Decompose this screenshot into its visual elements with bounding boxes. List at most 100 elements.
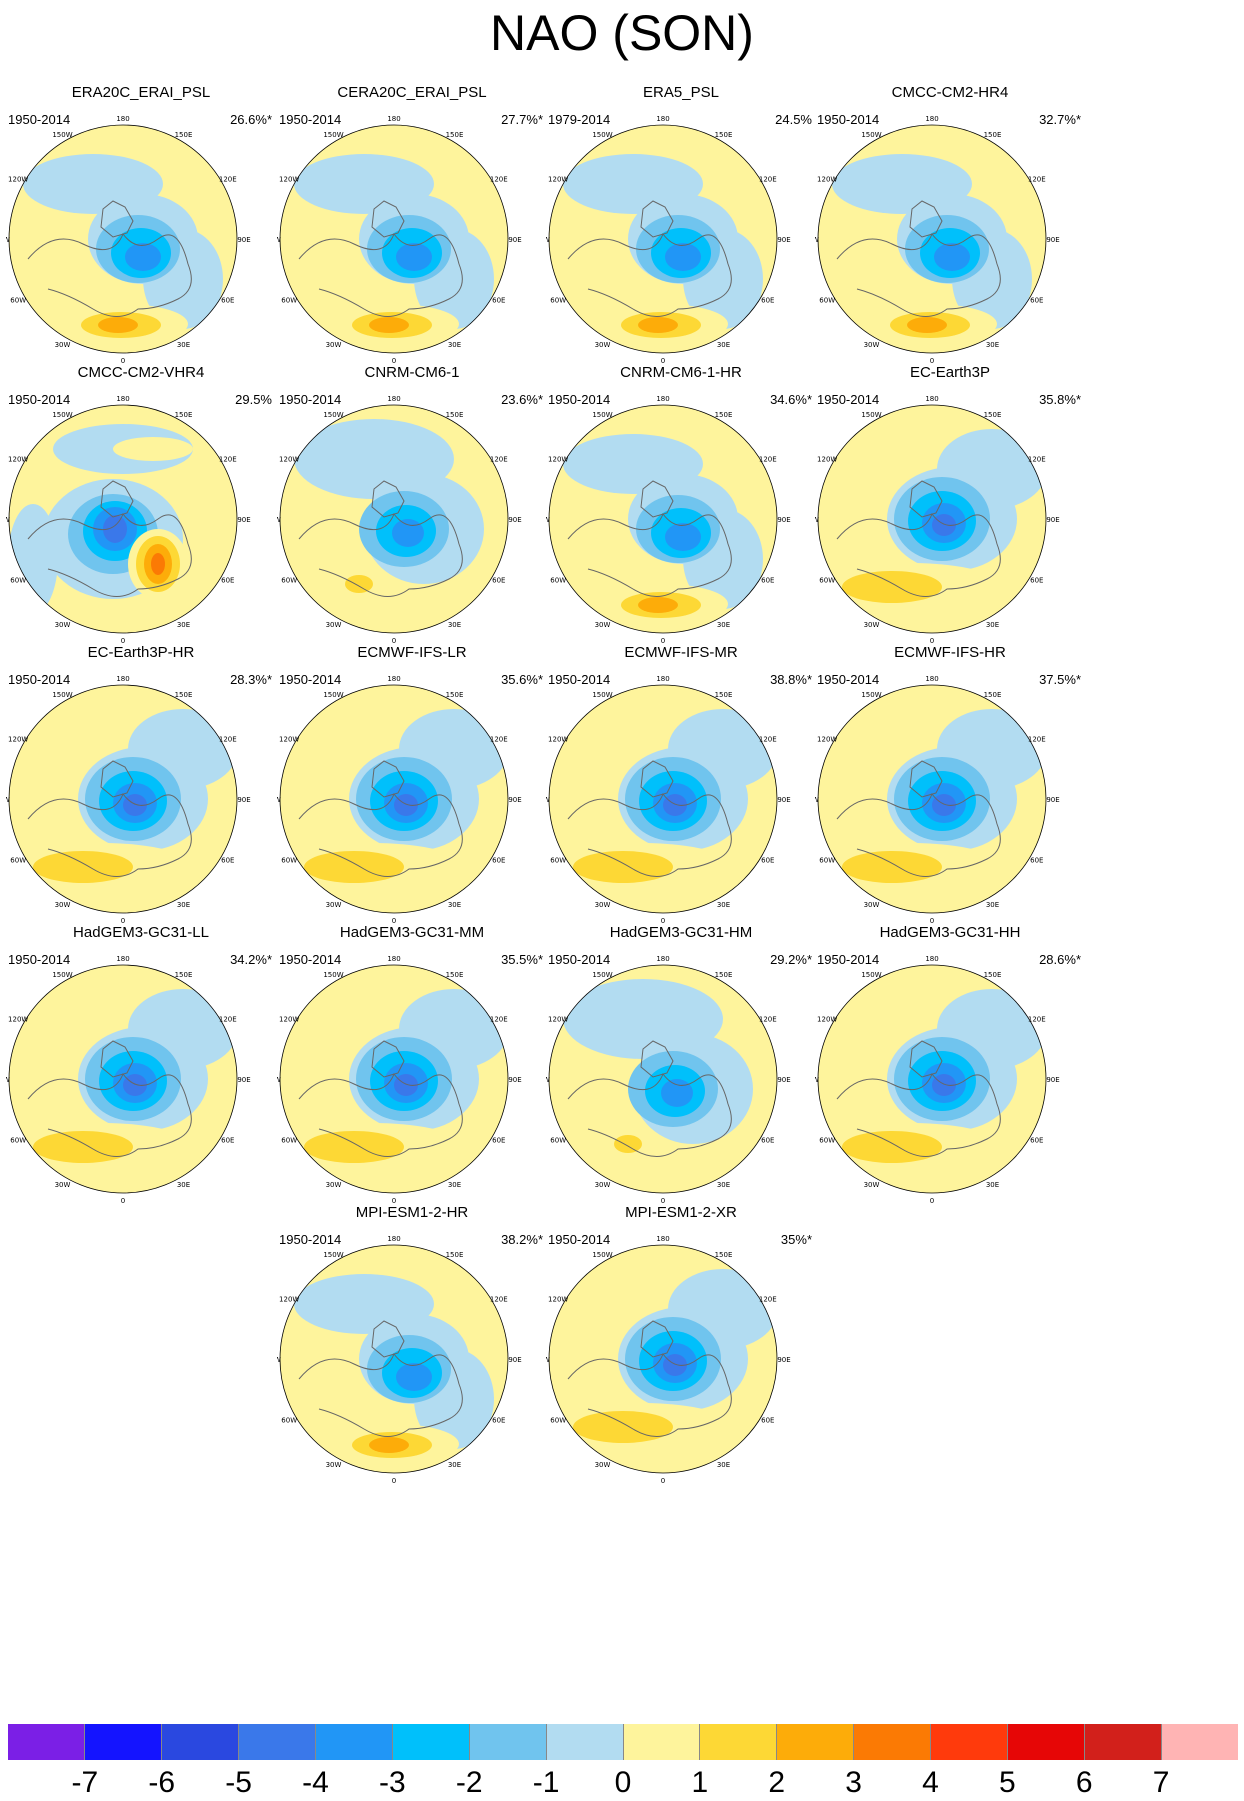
longitude-label: 90E bbox=[508, 796, 521, 804]
longitude-label: 150E bbox=[715, 411, 733, 419]
colorbar-labels: -7 -6 -5 -4 -3 -2 -1 0 1 2 3 4 5 6 7 bbox=[8, 1766, 1238, 1800]
greenland-outline bbox=[100, 480, 134, 518]
map-border bbox=[548, 964, 778, 1194]
longitude-label: 120E bbox=[219, 736, 237, 744]
longitude-label: 60W bbox=[281, 577, 297, 585]
longitude-label: 90E bbox=[237, 236, 250, 244]
greenland-outline bbox=[371, 200, 405, 238]
longitude-label: 120E bbox=[490, 1016, 508, 1024]
longitude-label: 150W bbox=[52, 411, 72, 419]
panel-period: 1950-2014 bbox=[279, 392, 342, 407]
longitude-label: 30W bbox=[595, 621, 611, 629]
longitude-label: 150E bbox=[446, 971, 464, 979]
greenland-outline bbox=[640, 200, 674, 238]
longitude-label: 120W bbox=[548, 1296, 568, 1304]
panel-explained-variance: 26.6%* bbox=[230, 112, 272, 127]
longitude-label: 120W bbox=[8, 1016, 28, 1024]
panel-explained-variance: 29.2%* bbox=[770, 952, 812, 967]
greenland-outline bbox=[909, 760, 943, 798]
longitude-label: 60W bbox=[10, 577, 26, 585]
longitude-label: 0 bbox=[121, 357, 125, 365]
anomaly-contour bbox=[33, 1131, 133, 1163]
polar-map: 180 150E 120E 90E 60E 30E 0 30W 60W 90W 120W 150W bbox=[6, 115, 251, 365]
longitude-label: 0 bbox=[930, 357, 934, 365]
longitude-label: 120E bbox=[1028, 176, 1046, 184]
longitude-label: 30E bbox=[177, 341, 190, 349]
polar-map: 180 150E 120E 90E 60E 30E 0 30W 60W 90W 120W 150W bbox=[815, 675, 1060, 925]
polar-map: 180 150E 120E 90E 60E 30E 0 30W 60W 90W 120W 150W bbox=[277, 675, 522, 925]
anomaly-contour bbox=[304, 1131, 404, 1163]
anomaly-contour bbox=[304, 851, 404, 883]
longitude-label: 150E bbox=[715, 691, 733, 699]
anomaly-contour bbox=[665, 523, 701, 551]
longitude-label: 150E bbox=[446, 1251, 464, 1259]
colorbar-tick-label: -2 bbox=[455, 1766, 483, 1799]
anomaly-contour bbox=[661, 1079, 693, 1107]
longitude-label: 120E bbox=[759, 456, 777, 464]
longitude-label: 120W bbox=[279, 1296, 299, 1304]
colorbar-tick-label: 3 bbox=[845, 1766, 862, 1799]
panel-explained-variance: 29.5% bbox=[235, 392, 272, 407]
anomaly-contour bbox=[123, 1074, 147, 1096]
longitude-label: 0 bbox=[661, 357, 665, 365]
colorbar-swatch bbox=[700, 1724, 778, 1760]
polar-map: 180 150E 120E 90E 60E 30E 0 30W 60W 90W 120W 150W bbox=[6, 675, 251, 925]
longitude-label: 30W bbox=[55, 621, 71, 629]
longitude-label: 60W bbox=[550, 297, 566, 305]
longitude-label: 120W bbox=[8, 176, 28, 184]
longitude-label: 0 bbox=[392, 357, 396, 365]
panel-explained-variance: 35.5%* bbox=[501, 952, 543, 967]
longitude-label: 90W bbox=[546, 236, 550, 244]
colorbar-swatch bbox=[1008, 1724, 1086, 1760]
longitude-label: 120E bbox=[759, 176, 777, 184]
longitude-label: 30E bbox=[986, 901, 999, 909]
longitude-label: 60E bbox=[1030, 577, 1043, 585]
map-border bbox=[279, 684, 509, 914]
anomaly-contour bbox=[665, 243, 701, 271]
panel-period: 1950-2014 bbox=[8, 392, 71, 407]
longitude-label: 90E bbox=[508, 1076, 521, 1084]
longitude-label: 180 bbox=[387, 1235, 400, 1243]
longitude-label: 30W bbox=[595, 341, 611, 349]
longitude-label: 0 bbox=[392, 637, 396, 645]
longitude-label: 60W bbox=[819, 857, 835, 865]
longitude-label: 30E bbox=[448, 1181, 461, 1189]
map-border bbox=[279, 404, 509, 634]
longitude-label: 60E bbox=[492, 297, 505, 305]
longitude-label: 150E bbox=[715, 1251, 733, 1259]
longitude-label: 180 bbox=[925, 675, 938, 683]
longitude-label: 0 bbox=[661, 637, 665, 645]
map-panel: ECMWF-IFS-HR 1950-2014 37.5%* 180 150E 120E 90… bbox=[815, 644, 1085, 956]
colorbar-tick-label: 7 bbox=[1152, 1766, 1170, 1799]
greenland-outline bbox=[100, 200, 134, 238]
longitude-label: 120E bbox=[759, 736, 777, 744]
longitude-label: 150W bbox=[323, 691, 343, 699]
longitude-label: 0 bbox=[121, 917, 125, 925]
longitude-label: 150E bbox=[175, 971, 193, 979]
anomaly-contour bbox=[663, 1354, 687, 1376]
longitude-label: 30E bbox=[717, 621, 730, 629]
longitude-label: 90E bbox=[1046, 516, 1059, 524]
panel-period: 1950-2014 bbox=[548, 952, 611, 967]
longitude-label: 180 bbox=[656, 1235, 669, 1243]
longitude-label: 90W bbox=[546, 516, 550, 524]
longitude-label: 90W bbox=[6, 796, 10, 804]
colorbar-swatch bbox=[777, 1724, 855, 1760]
longitude-label: 90E bbox=[508, 236, 521, 244]
map-panel: HadGEM3-GC31-HM 1950-2014 29.2%* 180 150E 120… bbox=[546, 924, 816, 1236]
panel-explained-variance: 34.6%* bbox=[770, 392, 812, 407]
greenland-outline bbox=[100, 760, 134, 798]
longitude-label: 60E bbox=[221, 1137, 234, 1145]
map-border bbox=[817, 404, 1047, 634]
panel-period: 1950-2014 bbox=[817, 112, 880, 127]
map-border bbox=[8, 964, 238, 1194]
anomaly-contour bbox=[842, 851, 942, 883]
greenland-outline bbox=[100, 1040, 134, 1078]
anomaly-contour bbox=[392, 519, 424, 547]
panel-title: ECMWF-IFS-LR bbox=[357, 644, 467, 661]
longitude-label: 90E bbox=[1046, 236, 1059, 244]
coastline bbox=[298, 1352, 463, 1437]
longitude-label: 0 bbox=[392, 1197, 396, 1205]
longitude-label: 30E bbox=[448, 1461, 461, 1469]
longitude-label: 30W bbox=[595, 1181, 611, 1189]
